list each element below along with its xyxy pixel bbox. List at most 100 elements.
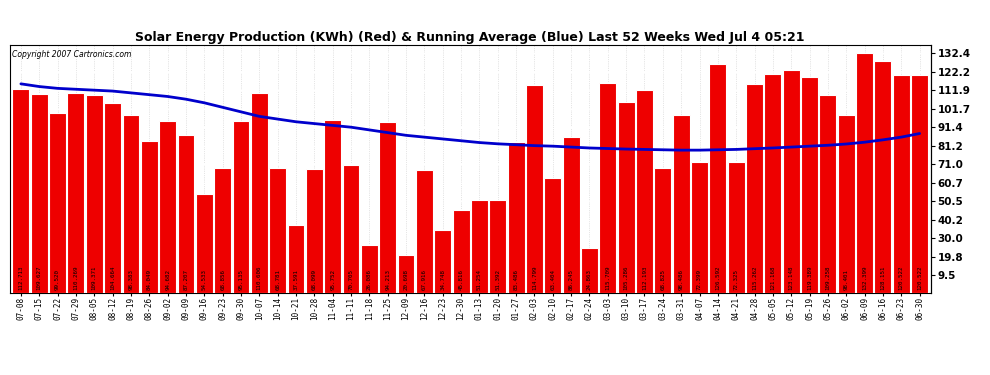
- Bar: [50, 113, 66, 292]
- Bar: [416, 170, 433, 292]
- Bar: [599, 84, 616, 292]
- Bar: [31, 94, 48, 292]
- Bar: [141, 141, 157, 292]
- Bar: [746, 84, 763, 292]
- Text: 84.049: 84.049: [147, 269, 151, 290]
- Bar: [306, 170, 323, 292]
- Text: 110.269: 110.269: [73, 265, 78, 290]
- Text: 51.254: 51.254: [477, 269, 482, 290]
- Bar: [233, 121, 249, 292]
- Bar: [874, 61, 891, 292]
- Text: 20.698: 20.698: [404, 269, 409, 290]
- Text: 98.383: 98.383: [129, 269, 134, 290]
- Bar: [654, 168, 671, 292]
- Bar: [820, 95, 837, 292]
- Text: 63.404: 63.404: [550, 269, 555, 290]
- Text: 119.389: 119.389: [807, 265, 812, 290]
- Text: 54.533: 54.533: [202, 269, 207, 290]
- Text: 45.816: 45.816: [458, 269, 463, 290]
- Bar: [325, 120, 342, 292]
- Text: 115.709: 115.709: [605, 265, 610, 290]
- Text: 114.799: 114.799: [532, 265, 537, 290]
- Bar: [893, 75, 910, 292]
- Text: 68.781: 68.781: [275, 269, 280, 290]
- Text: 98.401: 98.401: [843, 269, 848, 290]
- Text: 72.399: 72.399: [697, 269, 702, 290]
- Bar: [269, 168, 286, 292]
- Text: 68.099: 68.099: [312, 269, 317, 290]
- Text: 109.258: 109.258: [826, 265, 831, 290]
- Bar: [764, 74, 781, 292]
- Text: 94.213: 94.213: [385, 269, 390, 290]
- Bar: [544, 178, 561, 292]
- Text: 110.606: 110.606: [256, 265, 261, 290]
- Text: 68.825: 68.825: [660, 269, 665, 290]
- Bar: [838, 115, 854, 292]
- Bar: [911, 75, 928, 292]
- Text: 86.245: 86.245: [568, 269, 573, 290]
- Text: 120.522: 120.522: [899, 265, 904, 290]
- Text: 115.262: 115.262: [752, 265, 757, 290]
- Text: 109.371: 109.371: [92, 265, 97, 290]
- Bar: [526, 85, 543, 292]
- Bar: [123, 115, 140, 292]
- Bar: [508, 142, 525, 292]
- Bar: [856, 53, 873, 292]
- Text: 109.627: 109.627: [37, 265, 42, 290]
- Text: 126.592: 126.592: [716, 265, 721, 290]
- Text: Copyright 2007 Cartronics.com: Copyright 2007 Cartronics.com: [12, 50, 131, 59]
- Text: 24.863: 24.863: [587, 269, 592, 290]
- Text: 34.748: 34.748: [441, 269, 446, 290]
- Text: 87.207: 87.207: [183, 269, 188, 290]
- Text: 26.086: 26.086: [367, 269, 372, 290]
- Text: 112.713: 112.713: [19, 265, 24, 290]
- Bar: [581, 248, 598, 292]
- Title: Solar Energy Production (KWh) (Red) & Running Average (Blue) Last 52 Weeks Wed J: Solar Energy Production (KWh) (Red) & Ru…: [136, 31, 805, 44]
- Text: 104.664: 104.664: [110, 265, 115, 290]
- Text: 68.856: 68.856: [220, 269, 225, 290]
- Text: 105.286: 105.286: [624, 265, 629, 290]
- Text: 121.168: 121.168: [770, 265, 775, 290]
- Bar: [287, 225, 305, 292]
- Text: 123.148: 123.148: [789, 265, 794, 290]
- Bar: [710, 64, 727, 292]
- Bar: [379, 122, 396, 292]
- Text: 98.486: 98.486: [679, 269, 684, 290]
- Bar: [361, 245, 378, 292]
- Text: 72.325: 72.325: [734, 269, 739, 290]
- Bar: [398, 255, 415, 292]
- Bar: [673, 115, 690, 292]
- Text: 70.705: 70.705: [348, 269, 353, 290]
- Bar: [104, 104, 121, 292]
- Text: 67.916: 67.916: [422, 269, 427, 290]
- Bar: [250, 93, 267, 292]
- Bar: [177, 135, 194, 292]
- Text: 37.591: 37.591: [293, 269, 299, 290]
- Bar: [618, 102, 635, 292]
- Bar: [214, 168, 231, 292]
- Bar: [86, 95, 103, 292]
- Bar: [343, 165, 359, 292]
- Text: 83.486: 83.486: [514, 269, 519, 290]
- Text: 99.520: 99.520: [55, 269, 60, 290]
- Bar: [13, 89, 30, 292]
- Bar: [196, 194, 213, 292]
- Bar: [801, 77, 818, 292]
- Text: 95.135: 95.135: [239, 269, 244, 290]
- Text: 51.392: 51.392: [495, 269, 500, 290]
- Bar: [471, 200, 488, 292]
- Text: 112.193: 112.193: [642, 265, 647, 290]
- Bar: [562, 137, 579, 292]
- Text: 95.752: 95.752: [331, 269, 336, 290]
- Bar: [489, 200, 506, 292]
- Bar: [435, 230, 451, 292]
- Text: 120.522: 120.522: [917, 265, 922, 290]
- Bar: [691, 162, 708, 292]
- Text: 128.151: 128.151: [880, 265, 885, 290]
- Bar: [159, 122, 176, 292]
- Bar: [67, 93, 84, 292]
- Bar: [452, 210, 469, 292]
- Bar: [636, 90, 653, 292]
- Bar: [783, 70, 800, 292]
- Bar: [728, 162, 744, 292]
